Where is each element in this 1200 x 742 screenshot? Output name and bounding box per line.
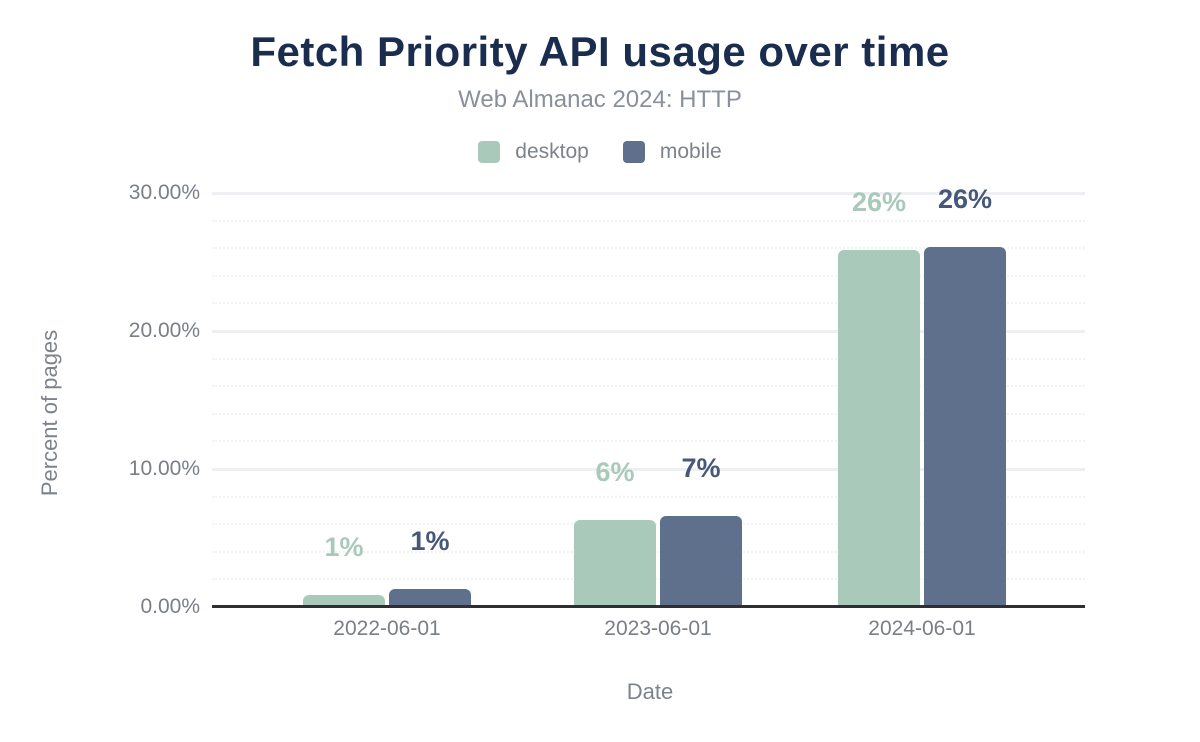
bar-mobile-2023-06-01[interactable]	[660, 515, 742, 607]
y-tick-label: 10.00%	[128, 457, 200, 480]
gridline-minor	[212, 302, 1085, 305]
y-tick-label: 0.00%	[140, 595, 200, 618]
gridline-major	[212, 468, 1085, 471]
data-label-mobile-2024-06-01: 26%	[937, 183, 993, 214]
y-tick-label: 20.00%	[128, 319, 200, 342]
x-tick-label-2024-06-01: 2024-06-01	[868, 617, 976, 640]
legend: desktop mobile	[0, 140, 1200, 164]
x-tick-label-2022-06-01: 2022-06-01	[333, 617, 441, 640]
legend-label-desktop: desktop	[515, 140, 589, 163]
bar-mobile-2024-06-01[interactable]	[924, 246, 1006, 607]
gridline-minor	[212, 412, 1085, 415]
chart-subtitle: Web Almanac 2024: HTTP	[458, 86, 742, 113]
data-label-mobile-2023-06-01: 7%	[681, 452, 721, 483]
data-label-desktop-2024-06-01: 26%	[851, 186, 907, 217]
data-label-mobile-2022-06-01: 1%	[410, 526, 450, 557]
gridline-major	[212, 192, 1085, 195]
gridline-minor	[212, 495, 1085, 498]
gridline-minor	[212, 440, 1085, 443]
desktop-swatch-icon	[478, 141, 501, 163]
gridline-minor	[212, 247, 1085, 250]
bar-desktop-2023-06-01[interactable]	[574, 520, 656, 607]
gridline-minor	[212, 274, 1085, 277]
bar-desktop-2022-06-01[interactable]	[303, 594, 385, 607]
gridline-major	[212, 330, 1085, 333]
gridline-minor	[212, 385, 1085, 388]
y-tick-label: 30.00%	[128, 181, 200, 204]
chart-title: Fetch Priority API usage over time	[250, 28, 950, 75]
x-axis-line	[212, 605, 1085, 608]
x-tick-label-2023-06-01: 2023-06-01	[604, 617, 712, 640]
bar-desktop-2024-06-01[interactable]	[838, 249, 920, 607]
legend-item-desktop[interactable]: desktop	[478, 140, 589, 164]
gridline-minor	[212, 219, 1085, 222]
data-label-desktop-2023-06-01: 6%	[595, 457, 635, 488]
bar-mobile-2022-06-01[interactable]	[389, 589, 471, 607]
legend-label-mobile: mobile	[659, 140, 722, 163]
x-axis-title: Date	[626, 679, 674, 704]
mobile-swatch-icon	[622, 141, 645, 163]
data-label-desktop-2022-06-01: 1%	[324, 531, 364, 562]
gridline-minor	[212, 357, 1085, 360]
legend-item-mobile[interactable]: mobile	[622, 140, 722, 164]
